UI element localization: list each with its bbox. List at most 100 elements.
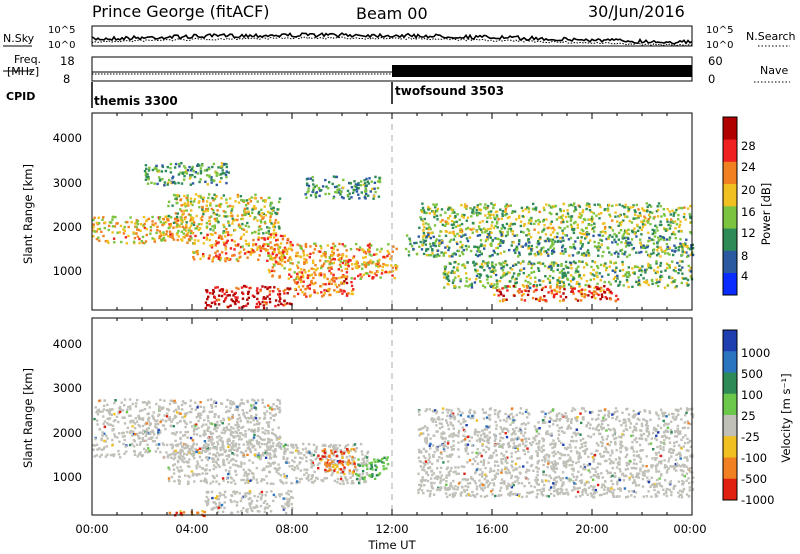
- power-heatmap-cell: [587, 254, 590, 257]
- velocity-heatmap-cell: [330, 473, 333, 477]
- power-heatmap-cell: [581, 260, 584, 263]
- velocity-heatmap-cell: [365, 472, 368, 475]
- power-heatmap-cell: [355, 261, 358, 264]
- power-heatmap-cell: [180, 162, 183, 165]
- power-heatmap-cell: [343, 290, 346, 293]
- power-heatmap-cell: [459, 240, 462, 244]
- velocity-heatmap-cell: [139, 441, 142, 444]
- power-heatmap-cell: [423, 234, 426, 237]
- power-heatmap-cell: [503, 298, 506, 302]
- power-heatmap-cell: [191, 165, 194, 169]
- velocity-heatmap-cell: [162, 406, 165, 409]
- velocity-heatmap-cell: [174, 439, 177, 443]
- power-heatmap-cell: [492, 206, 495, 210]
- power-heatmap-cell: [201, 210, 205, 213]
- velocity-heatmap-cell: [261, 438, 264, 441]
- power-heatmap-cell: [295, 277, 298, 281]
- power-heatmap-cell: [542, 220, 545, 223]
- power-heatmap-cell: [189, 235, 192, 238]
- power-heatmap-cell: [453, 261, 456, 264]
- power-heatmap-cell: [606, 207, 610, 210]
- power-heatmap-cell: [221, 172, 224, 175]
- power-heatmap-cell: [686, 255, 689, 258]
- power-heatmap-cell: [357, 265, 361, 268]
- power-heatmap-cell: [609, 290, 612, 294]
- power-heatmap-cell: [508, 285, 512, 288]
- power-heatmap-cell: [543, 250, 546, 253]
- power-heatmap-cell: [473, 264, 476, 267]
- power-heatmap-cell: [456, 213, 459, 216]
- power-heatmap-cell: [179, 216, 182, 219]
- velocity-heatmap-cell: [324, 470, 327, 474]
- power-heatmap-cell: [303, 261, 306, 264]
- power-heatmap-cell: [265, 303, 268, 306]
- power-heatmap-cell: [448, 207, 451, 210]
- velocity-heatmap-cell: [192, 453, 196, 457]
- power-heatmap-cell: [221, 290, 224, 293]
- power-heatmap-cell: [343, 259, 346, 263]
- velocity-heatmap-cell: [351, 458, 354, 462]
- power-heatmap-cell: [493, 283, 496, 286]
- power-heatmap-cell: [180, 209, 183, 213]
- power-heatmap-cell: [241, 222, 244, 226]
- power-heatmap-cell: [374, 190, 377, 194]
- power-heatmap-cell: [257, 305, 260, 308]
- velocity-heatmap-cell: [109, 453, 113, 457]
- power-heatmap-cell: [486, 204, 490, 208]
- power-heatmap-cell: [669, 213, 672, 216]
- velocity-heatmap-cell: [141, 436, 144, 440]
- power-heatmap-cell: [657, 202, 661, 205]
- power-heatmap-cell: [119, 224, 123, 228]
- power-heatmap-cell: [508, 248, 511, 252]
- velocity-heatmap-cell: [229, 459, 233, 462]
- power-heatmap-cell: [552, 261, 556, 264]
- velocity-heatmap-cell: [265, 421, 269, 424]
- velocity-heatmap-cell: [208, 448, 211, 451]
- velocity-heatmap-cell: [160, 406, 163, 409]
- power-heatmap-cell: [518, 288, 521, 291]
- velocity-heatmap-cell: [253, 423, 256, 426]
- velocity-heatmap-cell: [229, 402, 232, 405]
- power-heatmap-cell: [376, 180, 380, 183]
- power-heatmap-cell: [300, 268, 303, 271]
- power-heatmap-cell: [346, 194, 349, 197]
- power-heatmap-cell: [310, 282, 314, 285]
- velocity-heatmap-cell: [256, 419, 259, 423]
- power-heatmap-cell: [171, 232, 174, 236]
- velocity-heatmap-cell: [96, 423, 99, 426]
- power-heatmap-cell: [576, 236, 579, 239]
- power-heatmap-cell: [648, 216, 652, 219]
- velocity-heatmap-cell: [141, 409, 144, 412]
- velocity-heatmap-cell: [207, 439, 211, 442]
- power-heatmap-cell: [539, 249, 543, 252]
- power-heatmap-cell: [139, 229, 142, 232]
- power-heatmap-cell: [614, 211, 617, 214]
- velocity-heatmap-cell: [257, 452, 260, 455]
- power-heatmap-cell: [247, 202, 250, 205]
- power-heatmap-cell: [237, 287, 240, 290]
- power-heatmap-cell: [531, 263, 534, 267]
- power-heatmap-cell: [362, 183, 366, 186]
- velocity-heatmap-cell: [282, 482, 285, 485]
- velocity-heatmap-cell: [115, 415, 119, 418]
- power-heatmap-cell: [290, 247, 293, 250]
- velocity-heatmap-cell: [346, 481, 349, 485]
- power-heatmap-cell: [216, 242, 219, 245]
- velocity-heatmap-cell: [171, 445, 174, 448]
- power-heatmap-cell: [209, 244, 212, 247]
- power-heatmap-cell: [494, 237, 497, 240]
- power-heatmap-cell: [571, 246, 574, 249]
- power-heatmap-cell: [324, 192, 327, 196]
- nave-label: Nave: [760, 64, 788, 77]
- power-heatmap-cell: [618, 221, 622, 225]
- power-heatmap-cell: [577, 215, 581, 219]
- velocity-heatmap-cell: [238, 416, 242, 419]
- power-heatmap-cell: [470, 286, 474, 289]
- power-heatmap-cell: [450, 271, 453, 274]
- power-heatmap-cell: [640, 244, 643, 248]
- power-heatmap-cell: [363, 196, 366, 199]
- power-heatmap-cell: [306, 286, 309, 290]
- power-heatmap-cell: [507, 227, 510, 231]
- velocity-heatmap-cell: [121, 416, 124, 419]
- velocity-heatmap-cell: [290, 503, 293, 506]
